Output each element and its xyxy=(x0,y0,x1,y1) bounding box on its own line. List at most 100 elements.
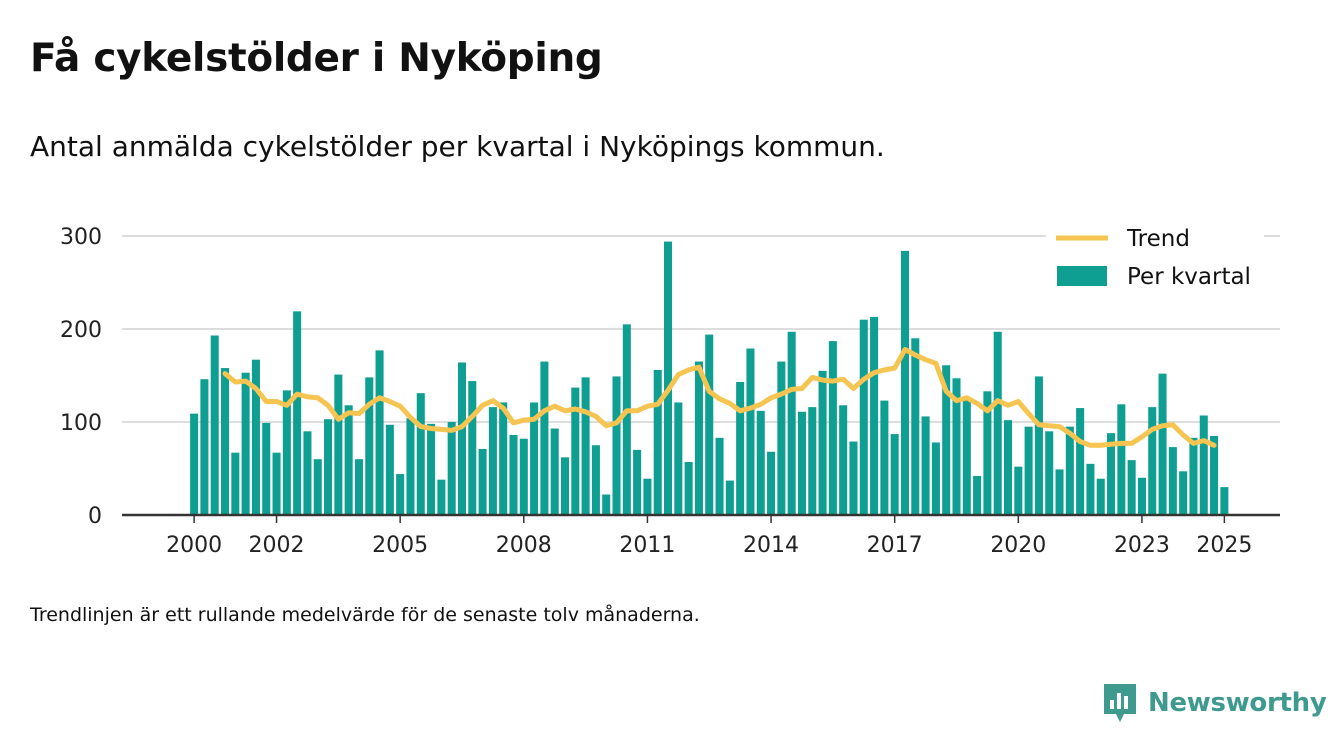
bar xyxy=(282,390,291,515)
bar xyxy=(1086,463,1095,515)
bar xyxy=(1117,404,1126,515)
axes: 2000 2002 2005 2008 2011 2014 2017 2020 2023 2025 xyxy=(122,513,1280,558)
bar xyxy=(571,387,580,515)
bar xyxy=(849,441,858,515)
bar xyxy=(694,361,703,515)
bar xyxy=(293,311,302,515)
bar xyxy=(736,382,745,515)
bar xyxy=(931,442,940,515)
bar xyxy=(1189,437,1198,515)
x-tick-label: 2020 xyxy=(990,533,1046,558)
bar xyxy=(942,365,951,515)
trend-line xyxy=(222,347,1217,448)
bar xyxy=(808,407,817,515)
x-tick-label: 2000 xyxy=(166,533,222,558)
bar xyxy=(478,448,487,515)
bar xyxy=(200,379,209,515)
bar xyxy=(1220,487,1229,515)
legend-background xyxy=(1046,222,1264,300)
bar xyxy=(1210,435,1219,515)
bar xyxy=(653,369,662,515)
bar xyxy=(1014,466,1023,515)
bar xyxy=(1148,407,1157,515)
newsworthy-logo-text: Newsworthy xyxy=(1148,688,1327,718)
bar xyxy=(1179,471,1188,515)
bar xyxy=(406,418,415,515)
bar xyxy=(900,250,910,515)
bar xyxy=(643,478,652,515)
chart-subtitle: Antal anmälda cykelstölder per kvartal i… xyxy=(30,130,885,163)
x-tick-label: 2017 xyxy=(867,533,923,558)
bar xyxy=(1024,426,1033,515)
bar xyxy=(509,435,518,515)
trend-series xyxy=(222,347,1217,448)
bar xyxy=(674,402,683,515)
y-tick-label: 100 xyxy=(60,411,102,436)
bar xyxy=(251,359,260,515)
bar xyxy=(210,335,219,515)
x-tick-label: 2011 xyxy=(619,533,675,558)
bar xyxy=(767,451,776,515)
bar xyxy=(1045,431,1054,515)
newsworthy-logo-icon xyxy=(1104,684,1136,722)
bar xyxy=(962,399,971,515)
bar xyxy=(1127,460,1136,515)
bar xyxy=(880,400,889,515)
bar xyxy=(1168,447,1177,515)
bar xyxy=(983,391,992,515)
bar xyxy=(602,494,611,515)
legend-label: Per kvartal xyxy=(1127,264,1251,290)
bar xyxy=(262,422,271,515)
bar xyxy=(633,449,642,515)
bar xyxy=(1034,376,1043,515)
bar xyxy=(870,316,879,515)
y-tick-label: 0 xyxy=(88,504,102,529)
footnote: Trendlinjen är ett rullande medelvärde f… xyxy=(30,604,700,626)
bar xyxy=(468,381,477,515)
bar xyxy=(313,459,322,515)
bar xyxy=(973,475,982,515)
y-tick-label: 200 xyxy=(60,318,102,343)
bar xyxy=(416,393,425,515)
bar xyxy=(447,422,456,515)
bar xyxy=(1076,408,1085,515)
bar xyxy=(952,378,961,515)
bar xyxy=(272,452,281,515)
bar xyxy=(1055,469,1064,515)
bar xyxy=(1003,420,1013,515)
bar xyxy=(190,413,199,515)
legend-swatch-bar xyxy=(1057,266,1107,286)
bar xyxy=(828,341,837,515)
bar xyxy=(839,405,848,515)
chart-title: Få cykelstölder i Nyköping xyxy=(30,36,603,81)
bar xyxy=(725,480,734,515)
bar xyxy=(797,411,806,515)
bar xyxy=(375,350,384,515)
bar xyxy=(303,431,312,515)
bar xyxy=(231,452,240,515)
bar xyxy=(746,348,755,515)
legend: Trend Per kvartal xyxy=(1046,222,1264,300)
bar xyxy=(705,334,714,515)
bar xyxy=(324,419,333,515)
bar xyxy=(756,410,765,515)
bar xyxy=(921,416,930,515)
bar xyxy=(622,324,631,515)
bar xyxy=(550,428,559,515)
bar xyxy=(581,377,590,515)
bar xyxy=(664,241,673,515)
bar xyxy=(1158,373,1167,515)
bar xyxy=(684,461,693,515)
x-tick-label: 2023 xyxy=(1114,533,1170,558)
bar xyxy=(354,459,363,515)
bar xyxy=(221,368,230,515)
bar xyxy=(365,377,374,515)
bar xyxy=(1137,477,1146,515)
bar xyxy=(777,361,786,515)
bar xyxy=(499,402,508,515)
x-tick-label: 2005 xyxy=(372,533,428,558)
bar xyxy=(427,423,436,515)
bar xyxy=(890,434,899,515)
x-tick-label: 2025 xyxy=(1196,533,1252,558)
